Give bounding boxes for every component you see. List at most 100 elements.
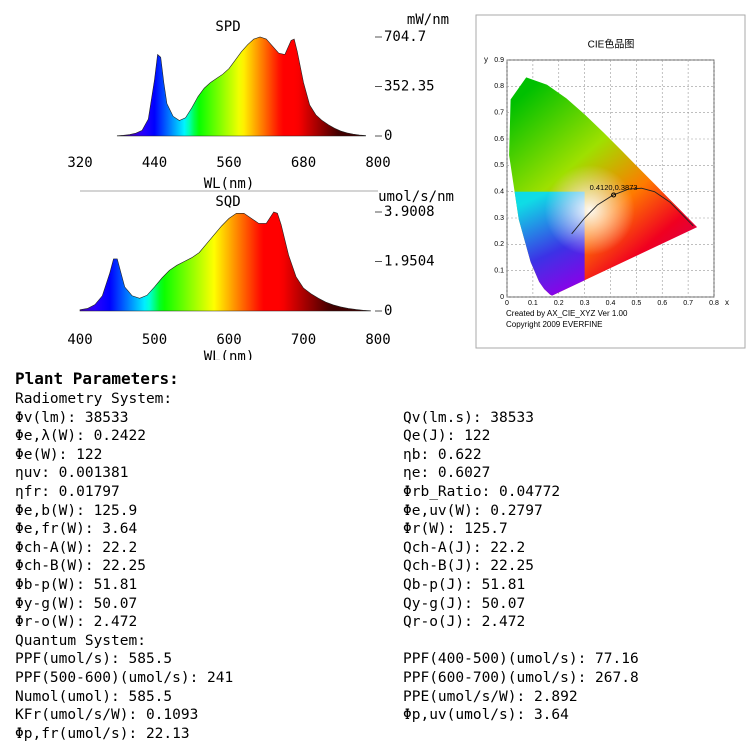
y-tick-label: 0 [384,303,392,319]
parameter: Qy-g(J): 50.07 [403,595,526,612]
parameter: KFr(umol/s/W): 0.1093 [15,707,199,724]
heading: Plant Parameters: [15,369,179,388]
parameter-row: Φe,λ(W): 0.2422 Qe(J): 122 [15,427,745,446]
chromaticity-point [611,192,617,198]
x-tick-label: 320 [67,155,92,171]
x-tick-label: 0.6 [657,300,667,307]
parameter: Qb-p(J): 51.81 [403,576,526,593]
parameter: PPF(500-600)(umol/s): 241 [15,669,234,686]
parameter: ηb: 0.622 [403,446,482,463]
y-tick-label: 1.9504 [384,254,435,270]
parameter-row: Φe(W): 122 ηb: 0.622 [15,446,745,465]
x-tick-label: 440 [142,155,167,171]
y-tick-label: 0.1 [494,268,504,275]
x-tick-label: 400 [67,332,92,348]
parameter-row: PPF(umol/s): 585.5 PPF(400-500)(umol/s): … [15,650,745,669]
parameter: Φy-g(W): 50.07 [15,595,138,612]
parameter: Φe,fr(W): 3.64 [15,521,138,538]
parameter: Φv(lm): 38533 [15,409,129,426]
parameter: Φe,b(W): 125.9 [15,502,138,519]
x-tick-label: 500 [142,332,167,348]
parameter: Φr(W): 125.7 [403,521,508,538]
parameter: Φe(W): 122 [15,446,103,463]
x-tick-label: 0.4 [606,300,616,307]
parameter: Φch-A(W): 22.2 [15,539,138,556]
parameter: Φch-B(W): 22.25 [15,558,146,575]
spectrum-area [116,36,366,137]
parameter: Φp,uv(umol/s): 3.64 [403,707,569,724]
section-title: Radiometry System: [15,391,173,407]
x-tick-label: 0.8 [709,300,719,307]
y-axis-label: umol/s/nm [378,189,454,205]
x-tick-label: 680 [291,155,316,171]
parameter: Qch-A(J): 22.2 [403,539,526,556]
x-tick-label: 0.2 [554,300,564,307]
x-tick-label: 560 [216,155,241,171]
y-tick-label: 0.7 [494,110,504,117]
y-axis-label: mW/nm [407,12,449,28]
y-tick-label: 0.4 [494,189,504,196]
cie-note: Created by AX_CIE_XYZ Ver 1.00 [506,309,628,318]
x-axis-label: x [725,298,729,307]
x-tick-label: 0.3 [580,300,590,307]
parameter: Φrb_Ratio: 0.04772 [403,483,561,500]
x-tick-label: 600 [216,332,241,348]
x-tick-label: 700 [291,332,316,348]
parameter-row: PPF(500-600)(umol/s): 241 PPF(600-700)(um… [15,669,745,688]
cie-title: CIE色品图 [588,38,635,51]
parameter: PPF(600-700)(umol/s): 267.8 [403,669,639,686]
parameter-row: Φe,fr(W): 3.64 Φr(W): 125.7 [15,520,745,539]
x-axis-label: WL(nm) [204,176,255,192]
planckian-locus [571,187,694,235]
cie-note: Copyright 2009 EVERFINE [506,320,603,329]
chart-title: SQD [215,194,240,210]
parameter: Φr-o(W): 2.472 [15,614,138,631]
y-tick-label: 0.5 [494,162,504,169]
parameter: PPF(umol/s): 585.5 [15,651,173,668]
parameter-row: Φe,b(W): 125.9 Φe,uv(W): 0.2797 [15,502,745,521]
x-tick-label: 800 [365,332,390,348]
parameter: PPE(umol/s/W): 2.892 [403,688,578,705]
parameter: ηe: 0.6027 [403,465,491,482]
y-axis-label: y [484,55,488,64]
parameter: Φp,fr(umol/s): 22.13 [15,725,190,742]
parameter-row: ηuv: 0.001381 ηe: 0.6027 [15,464,745,483]
parameter-row: ηfr: 0.01797 Φrb_Ratio: 0.04772 [15,483,745,502]
parameter-row: Φb-p(W): 51.81 Qb-p(J): 51.81 [15,576,745,595]
parameter: Qv(lm.s): 38533 [403,409,534,426]
charts: SPD mW/nm WL(nm) 320 440 560 680 800 0 352.35 704.… [67,12,746,360]
x-tick-label: 800 [365,155,390,171]
y-tick-label: 0.2 [494,241,504,248]
parameter: Φe,λ(W): 0.2422 [15,428,146,445]
parameter-row: Numol(umol): 585.5 PPE(umol/s/W): 2.892 [15,688,745,707]
x-axis-label: WL(nm) [204,349,255,360]
point-label: 0.4120,0.3873 [590,183,638,192]
y-tick-label: 0.9 [494,57,504,64]
parameter-row: Φy-g(W): 50.07 Qy-g(J): 50.07 [15,595,745,614]
parameter: Qr-o(J): 2.472 [403,614,526,631]
parameter: ηfr: 0.01797 [15,483,120,500]
x-tick-label: 0.5 [632,300,642,307]
parameter: ηuv: 0.001381 [15,465,129,482]
parameter: PPF(400-500)(umol/s): 77.16 [403,651,639,668]
parameter: Qch-B(J): 22.25 [403,558,534,575]
parameter: Φb-p(W): 51.81 [15,576,138,593]
y-tick-label: 0.6 [494,136,504,143]
y-tick-label: 0.8 [494,83,504,90]
parameter: Qe(J): 122 [403,428,491,445]
spectrum-area [79,211,371,312]
y-tick-label: 3.9008 [384,204,435,220]
y-tick-label: 0.3 [494,215,504,222]
parameter-row: Φv(lm): 38533 Qv(lm.s): 38533 [15,409,745,428]
section-title: Quantum System: [15,632,146,649]
parameter: Numol(umol): 585.5 [15,688,173,705]
parameter: Φe,uv(W): 0.2797 [403,502,543,519]
parameter-row: KFr(umol/s/W): 0.1093 Φp,uv(umol/s): 3.64 [15,706,745,725]
x-tick-label: 0.1 [528,300,538,307]
parameter-row: Φch-B(W): 22.25 Qch-B(J): 22.25 [15,557,745,576]
report: Plant Parameters: Radiometry System: Φv(lm… [15,368,745,743]
x-tick-label: 0.7 [683,300,693,307]
x-tick-label: 0 [505,300,509,307]
parameter-row: Φr-o(W): 2.472 Qr-o(J): 2.472 [15,613,745,632]
